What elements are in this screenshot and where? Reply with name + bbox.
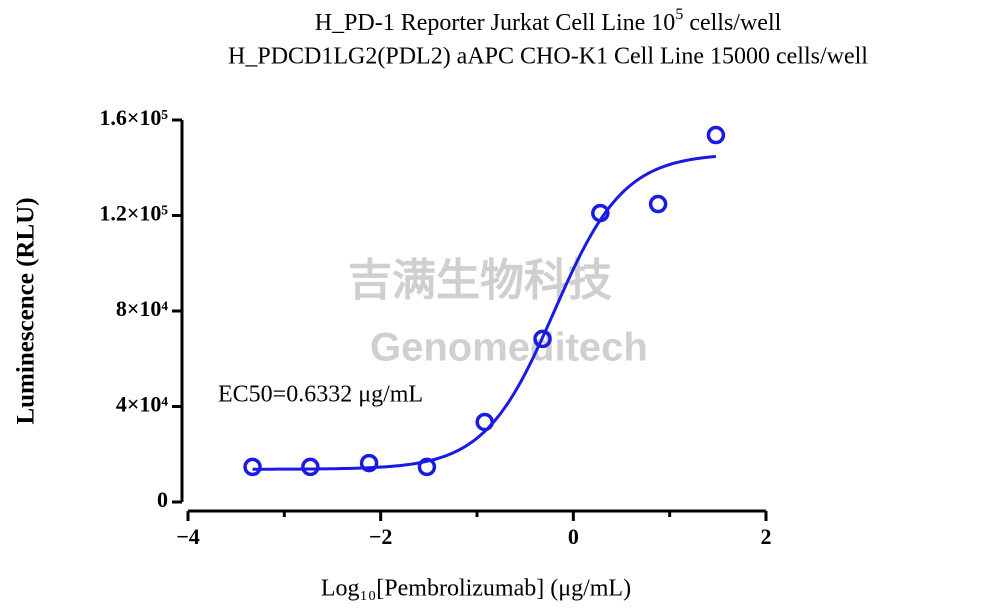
y-tick-label: 1.2×10⁵ xyxy=(99,201,168,226)
data-point xyxy=(475,412,494,432)
watermark: Genomeditech xyxy=(370,326,648,370)
y-tick-label: 4×10⁴ xyxy=(116,392,169,417)
annotation: EC50=0.6332 μg/mL xyxy=(218,382,423,408)
title-text: cells/well xyxy=(683,10,781,36)
chart-subtitle: H_PDCD1LG2(PDL2) aAPC CHO-K1 Cell Line 1… xyxy=(228,44,868,70)
title-text: H_PD-1 Reporter Jurkat Cell Line 10 xyxy=(315,10,676,36)
x-tick-label: −2 xyxy=(369,524,393,549)
data-point xyxy=(648,194,668,214)
x-tick-label: 2 xyxy=(761,524,772,549)
data-point xyxy=(359,453,379,473)
fit-curve xyxy=(252,154,717,471)
data-point xyxy=(706,125,726,145)
data-point xyxy=(591,203,610,223)
watermark: 吉满生物科技 xyxy=(348,256,612,305)
y-tick-label: 8×10⁴ xyxy=(116,296,169,321)
y-axis-title: Luminescence (RLU) xyxy=(13,197,40,424)
title-sup: 5 xyxy=(675,6,683,23)
y-tick-label: 0 xyxy=(157,487,168,512)
data-point xyxy=(243,457,262,477)
x-axis-title: Log₁₀[Pembrolizumab] (μg/mL) xyxy=(321,576,631,602)
y-tick-label: 1.6×10⁵ xyxy=(99,105,168,130)
data-point xyxy=(301,457,320,477)
x-tick-label: 0 xyxy=(568,524,579,549)
data-point xyxy=(533,329,552,349)
data-point xyxy=(417,457,437,477)
x-tick-label: −4 xyxy=(176,524,200,549)
chart-title: H_PD-1 Reporter Jurkat Cell Line 105 cel… xyxy=(315,6,782,36)
